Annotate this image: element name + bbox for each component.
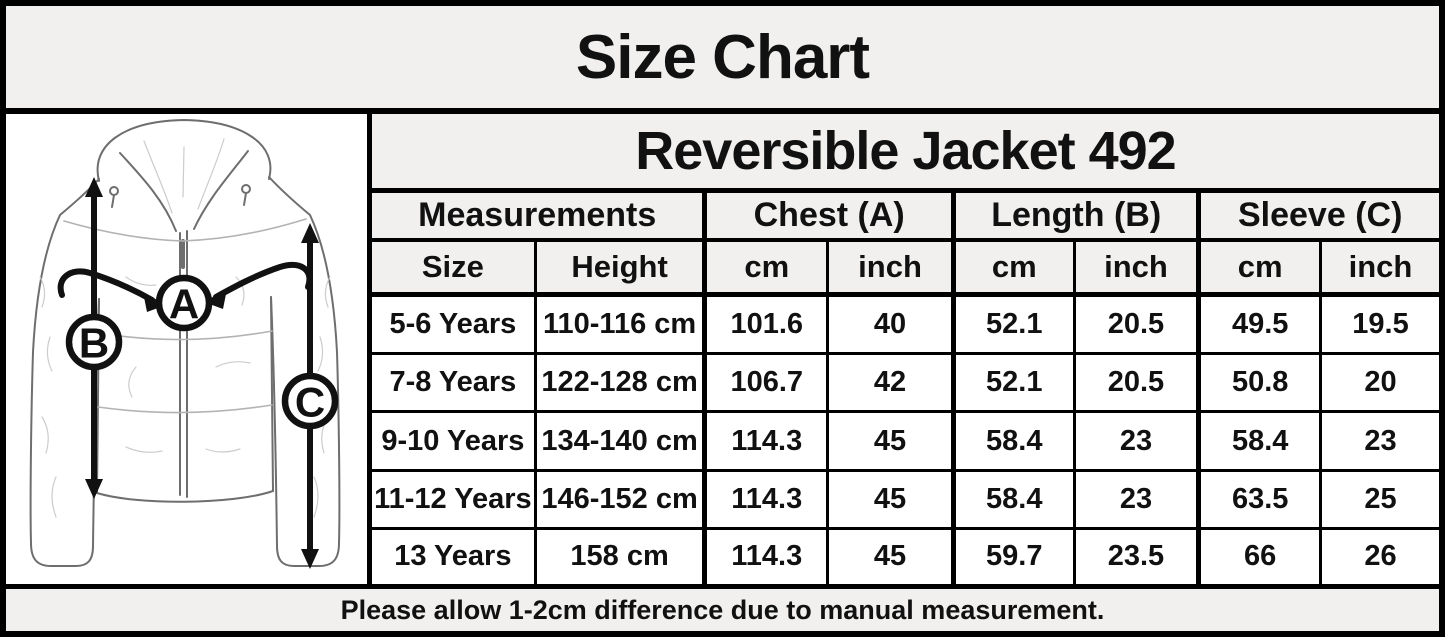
group-header-row: Measurements Chest (A) Length (B) Sleeve… xyxy=(372,188,1439,242)
jacket-diagram-panel: A B C xyxy=(6,114,372,584)
hood-toggle-right xyxy=(241,184,251,194)
group-measurements: Measurements xyxy=(372,188,707,242)
table-row: 7-8 Years 122-128 cm 106.7 42 52.1 20.5 … xyxy=(372,352,1439,414)
cell-length-cm: 52.1 xyxy=(950,292,1076,356)
table-row: 13 Years 158 cm 114.3 45 59.7 23.5 66 26 xyxy=(372,526,1439,584)
group-length: Length (B) xyxy=(950,188,1201,242)
cell-chest-inch: 45 xyxy=(826,526,955,584)
main-content: A B C xyxy=(6,114,1439,584)
group-chest: Chest (A) xyxy=(702,188,955,242)
table-row: 5-6 Years 110-116 cm 101.6 40 52.1 20.5 … xyxy=(372,292,1439,356)
marker-a-label: A xyxy=(169,281,199,328)
cell-chest-inch: 45 xyxy=(826,410,955,472)
size-table-area: Reversible Jacket 492 Measurements Chest… xyxy=(372,114,1439,584)
cell-height: 146-152 cm xyxy=(533,468,707,530)
col-sleeve-cm: cm xyxy=(1196,238,1322,297)
cell-chest-cm: 106.7 xyxy=(702,352,830,414)
cell-size: 5-6 Years xyxy=(372,292,537,356)
cell-chest-cm: 101.6 xyxy=(702,292,830,356)
cell-chest-inch: 45 xyxy=(826,468,955,530)
product-title: Reversible Jacket 492 xyxy=(372,114,1439,193)
cell-size: 9-10 Years xyxy=(372,410,537,472)
cell-length-inch: 23.5 xyxy=(1072,526,1201,584)
product-title-row: Reversible Jacket 492 xyxy=(372,114,1439,193)
cell-sleeve-inch: 26 xyxy=(1319,526,1439,584)
cell-chest-cm: 114.3 xyxy=(702,526,830,584)
column-header-row: Size Height cm inch cm inch cm inch xyxy=(372,238,1439,297)
marker-b: B xyxy=(65,313,123,371)
col-size: Size xyxy=(372,238,537,297)
cell-sleeve-inch: 25 xyxy=(1319,468,1439,530)
cell-length-cm: 58.4 xyxy=(950,468,1076,530)
cell-length-inch: 23 xyxy=(1072,468,1201,530)
cell-chest-inch: 42 xyxy=(826,352,955,414)
col-chest-cm: cm xyxy=(702,238,830,297)
cell-sleeve-cm: 63.5 xyxy=(1196,468,1322,530)
cell-sleeve-cm: 50.8 xyxy=(1196,352,1322,414)
cell-sleeve-inch: 20 xyxy=(1319,352,1439,414)
page-title: Size Chart xyxy=(6,6,1439,114)
cell-chest-cm: 114.3 xyxy=(702,468,830,530)
hood-toggle-left xyxy=(109,186,119,196)
group-sleeve: Sleeve (C) xyxy=(1196,188,1439,242)
cell-length-inch: 20.5 xyxy=(1072,352,1201,414)
size-table: Reversible Jacket 492 Measurements Chest… xyxy=(372,114,1439,584)
marker-c: C xyxy=(281,372,339,430)
cell-length-cm: 59.7 xyxy=(950,526,1076,584)
cell-sleeve-inch: 23 xyxy=(1319,410,1439,472)
table-row: 11-12 Years 146-152 cm 114.3 45 58.4 23 … xyxy=(372,468,1439,530)
col-length-cm: cm xyxy=(950,238,1076,297)
cell-height: 134-140 cm xyxy=(533,410,707,472)
col-height: Height xyxy=(533,238,707,297)
cell-sleeve-cm: 49.5 xyxy=(1196,292,1322,356)
cell-height: 158 cm xyxy=(533,526,707,584)
marker-c-label: C xyxy=(295,379,325,426)
cell-sleeve-cm: 66 xyxy=(1196,526,1322,584)
cell-size: 7-8 Years xyxy=(372,352,537,414)
table-row: 9-10 Years 134-140 cm 114.3 45 58.4 23 5… xyxy=(372,410,1439,472)
cell-length-inch: 23 xyxy=(1072,410,1201,472)
col-sleeve-inch: inch xyxy=(1319,238,1439,297)
cell-length-cm: 58.4 xyxy=(950,410,1076,472)
marker-b-label: B xyxy=(79,320,109,367)
col-length-inch: inch xyxy=(1072,238,1201,297)
cell-size: 11-12 Years xyxy=(372,468,537,530)
cell-sleeve-inch: 19.5 xyxy=(1319,292,1439,356)
cell-height: 122-128 cm xyxy=(533,352,707,414)
jacket-sketch: A B C xyxy=(29,118,341,569)
marker-a: A xyxy=(155,274,213,332)
col-chest-inch: inch xyxy=(826,238,955,297)
cell-sleeve-cm: 58.4 xyxy=(1196,410,1322,472)
cell-length-cm: 52.1 xyxy=(950,352,1076,414)
cell-chest-cm: 114.3 xyxy=(702,410,830,472)
cell-height: 110-116 cm xyxy=(533,292,707,356)
footer-note: Please allow 1-2cm difference due to man… xyxy=(6,584,1439,631)
cell-length-inch: 20.5 xyxy=(1072,292,1201,356)
cell-chest-inch: 40 xyxy=(826,292,955,356)
cell-size: 13 Years xyxy=(372,526,537,584)
